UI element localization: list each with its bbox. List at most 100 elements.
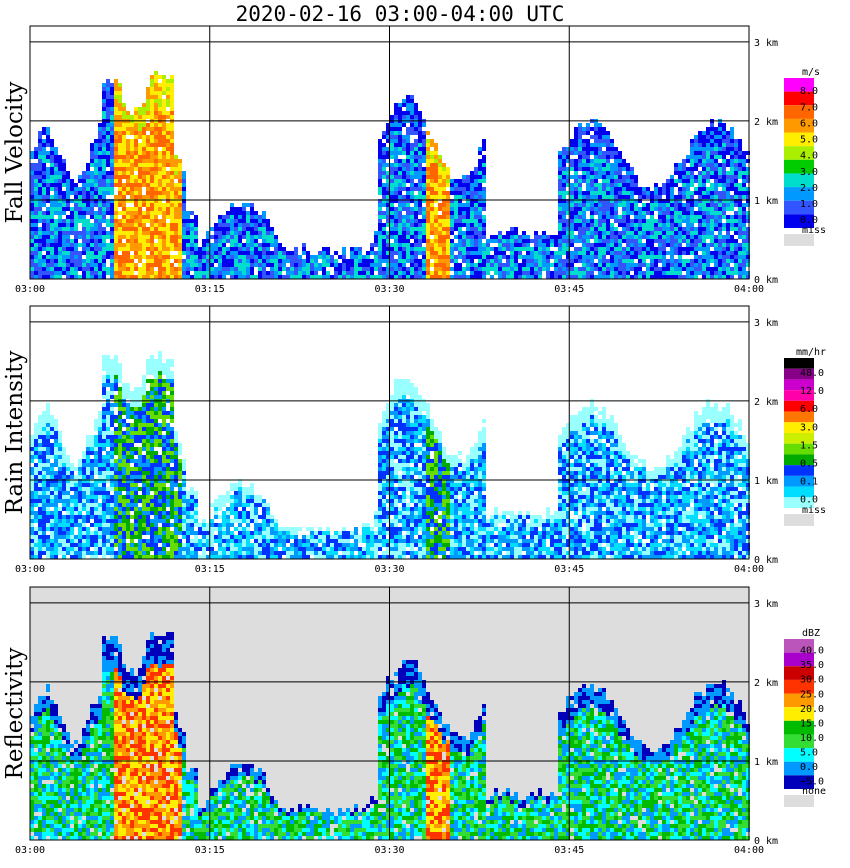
heatmap-cell (702, 179, 706, 183)
heatmap-cell (602, 183, 606, 187)
heatmap-cell (42, 431, 46, 435)
heatmap-cell (714, 127, 718, 131)
heatmap-cell (70, 183, 74, 187)
heatmap-cell (54, 147, 58, 151)
heatmap-cell (138, 215, 142, 219)
heatmap-cell (162, 255, 166, 259)
heatmap-cell (30, 195, 34, 199)
heatmap-cell (126, 219, 130, 223)
heatmap-cell (106, 79, 110, 83)
heatmap-cell (562, 211, 566, 215)
heatmap-cell (434, 259, 438, 263)
heatmap-cell (446, 251, 450, 255)
heatmap-cell (250, 203, 254, 207)
heatmap-cell (314, 271, 318, 275)
heatmap-cell (126, 159, 130, 163)
heatmap-cell (30, 175, 34, 179)
heatmap-cell (598, 255, 602, 259)
heatmap-cell (86, 255, 90, 259)
heatmap-cell (110, 103, 114, 107)
heatmap-cell (630, 179, 634, 183)
heatmap-cell (410, 107, 414, 111)
heatmap-cell (190, 239, 194, 243)
heatmap-cell (70, 547, 74, 551)
heatmap-cell (174, 235, 178, 239)
heatmap-cell (158, 239, 162, 243)
heatmap-cell (566, 243, 570, 247)
heatmap-cell (414, 247, 418, 251)
heatmap-cell (238, 247, 242, 251)
heatmap-cell (378, 211, 382, 215)
heatmap-cell (146, 191, 150, 195)
heatmap-cell (630, 255, 634, 259)
heatmap-cell (590, 271, 594, 275)
heatmap-cell (262, 227, 266, 231)
heatmap-cell (218, 271, 222, 275)
heatmap-cell (418, 231, 422, 235)
heatmap-cell (422, 251, 426, 255)
heatmap-cell (658, 195, 662, 199)
heatmap-cell (702, 271, 706, 275)
heatmap-cell (122, 263, 126, 267)
heatmap-cell (686, 155, 690, 159)
heatmap-cell (354, 267, 358, 271)
heatmap-cell (398, 191, 402, 195)
heatmap-cell (42, 483, 46, 487)
heatmap-cell (626, 167, 630, 171)
heatmap-cell (126, 207, 130, 211)
heatmap-cell (154, 83, 158, 87)
heatmap-cell (166, 147, 170, 151)
heatmap-cell (570, 139, 574, 143)
heatmap-cell (170, 239, 174, 243)
heatmap-cell (722, 259, 726, 263)
heatmap-cell (162, 167, 166, 171)
heatmap-cell (382, 147, 386, 151)
heatmap-cell (574, 247, 578, 251)
heatmap-cell (274, 243, 278, 247)
heatmap-cell (630, 259, 634, 263)
heatmap-cell (562, 227, 566, 231)
heatmap-cell (538, 271, 542, 275)
heatmap-cell (514, 259, 518, 263)
heatmap-cell (706, 155, 710, 159)
heatmap-cell (722, 255, 726, 259)
heatmap-cell (610, 175, 614, 179)
heatmap-cell (218, 215, 222, 219)
heatmap-cell (206, 247, 210, 251)
heatmap-cell (714, 271, 718, 275)
heatmap-cell (134, 183, 138, 187)
heatmap-cell (394, 227, 398, 231)
heatmap-cell (150, 123, 154, 127)
heatmap-cell (662, 219, 666, 223)
heatmap-cell (522, 239, 526, 243)
legend-swatch (784, 200, 814, 215)
heatmap-cell (602, 227, 606, 231)
heatmap-cell (518, 271, 522, 275)
heatmap-cell (734, 255, 738, 259)
heatmap-cell (730, 247, 734, 251)
heatmap-cell (590, 163, 594, 167)
heatmap-cell (630, 219, 634, 223)
heatmap-cell (126, 255, 130, 259)
heatmap-cell (118, 195, 122, 199)
heatmap-cell (58, 439, 62, 443)
heatmap-cell (38, 143, 42, 147)
heatmap-cell (42, 219, 46, 223)
heatmap-cell (642, 243, 646, 247)
heatmap-cell (434, 179, 438, 183)
heatmap-cell (234, 243, 238, 247)
heatmap-cell (158, 163, 162, 167)
heatmap-cell (382, 187, 386, 191)
heatmap-cell (102, 183, 106, 187)
heatmap-cell (38, 195, 42, 199)
heatmap-cell (742, 175, 746, 179)
heatmap-cell (482, 147, 486, 151)
heatmap-cell (34, 243, 38, 247)
heatmap-cell (98, 235, 102, 239)
heatmap-cell (382, 203, 386, 207)
heatmap-cell (350, 263, 354, 267)
heatmap-cell (74, 183, 78, 187)
heatmap-cell (218, 243, 222, 247)
heatmap-cell (682, 171, 686, 175)
heatmap-cell (614, 183, 618, 187)
